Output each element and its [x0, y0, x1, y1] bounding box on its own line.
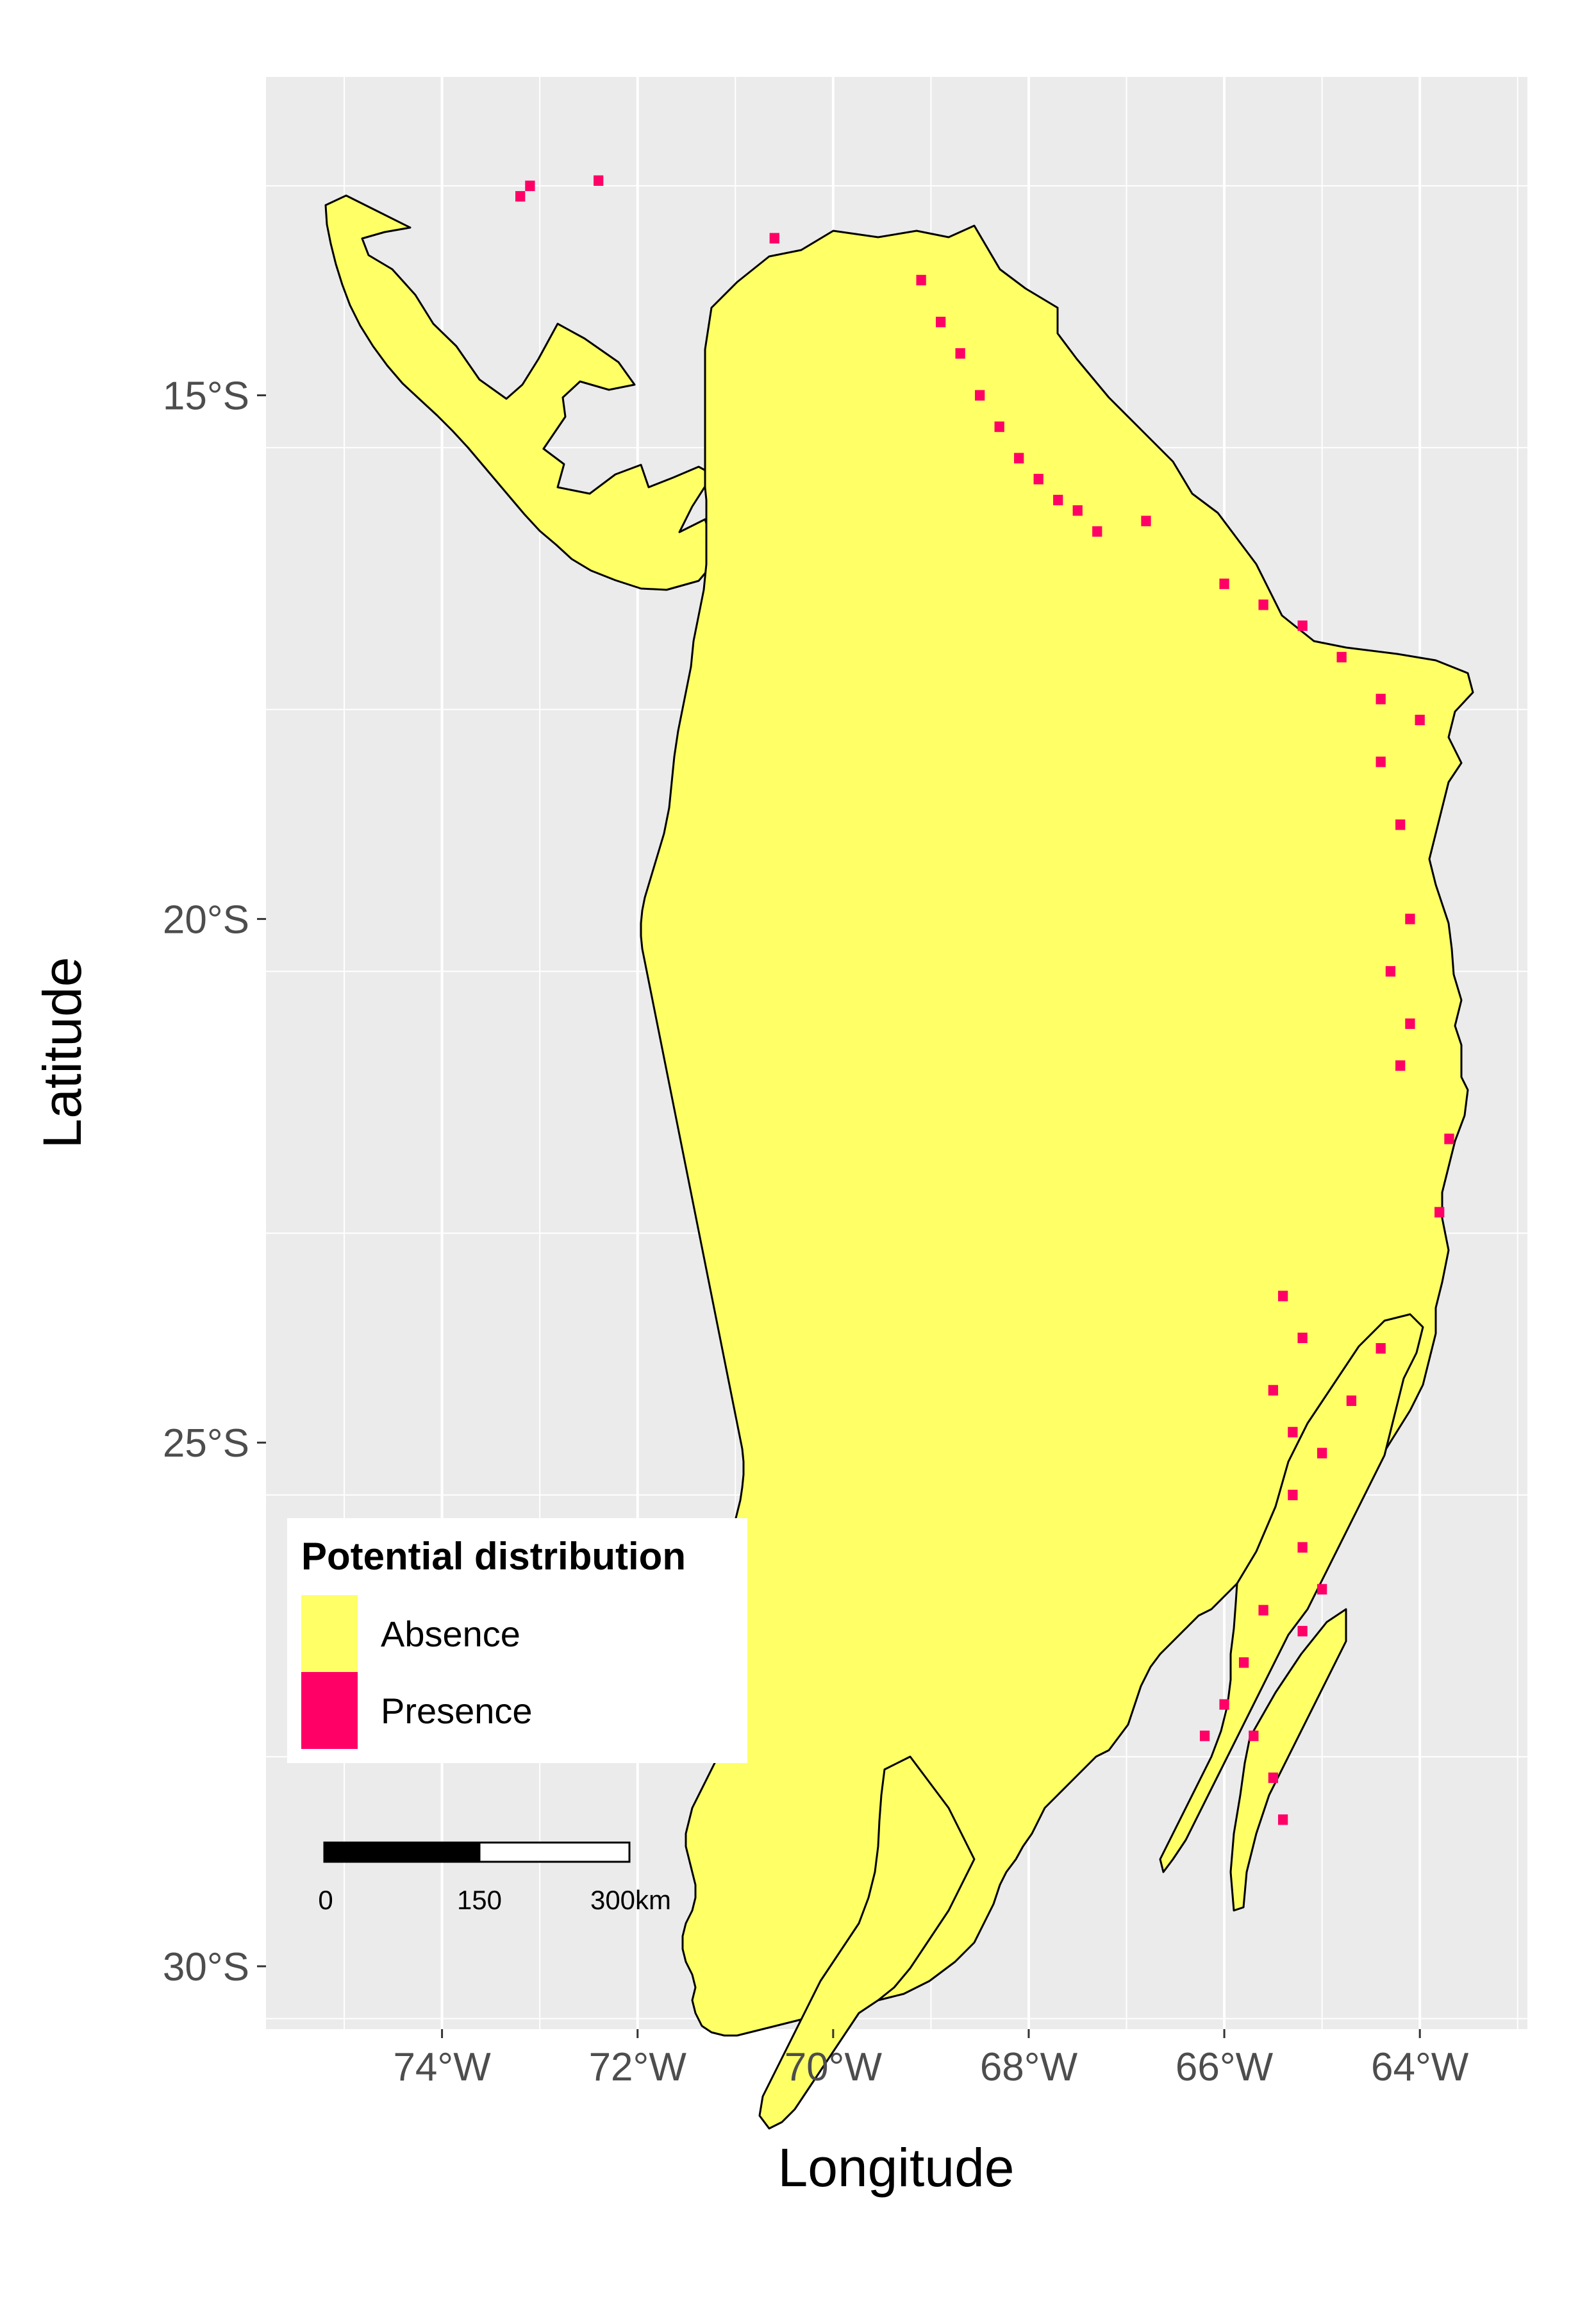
presence-cell — [515, 191, 526, 202]
presence-cell — [1277, 1291, 1288, 1301]
presence-cell — [1258, 1605, 1268, 1616]
presence-cells — [515, 175, 1454, 1825]
legend-swatch-presence — [301, 1672, 358, 1749]
presence-cell — [1258, 599, 1268, 610]
presence-cell — [1288, 1489, 1298, 1501]
presence-cell — [955, 348, 965, 359]
y-tick-label: 25°S — [163, 1421, 249, 1466]
presence-cell — [1249, 1730, 1259, 1741]
presence-cell — [1317, 1584, 1327, 1595]
presence-cell — [1405, 914, 1415, 924]
region-southeast-lobe — [1159, 1313, 1424, 1873]
presence-cell — [1297, 1542, 1308, 1553]
presence-cell — [1238, 1657, 1249, 1668]
presence-cell — [1199, 1730, 1210, 1741]
x-tick-label: 68°W — [980, 2045, 1078, 2089]
x-tick-label: 70°W — [785, 2045, 883, 2089]
presence-cell — [1072, 505, 1083, 516]
presence-cell — [1268, 1385, 1278, 1396]
presence-cell — [769, 233, 779, 244]
presence-cell — [1376, 757, 1386, 767]
legend-label-absence: Absence — [381, 1614, 520, 1654]
scale-label-150: 150 — [457, 1885, 502, 1915]
presence-cell — [1376, 694, 1386, 705]
presence-cell — [1219, 1699, 1229, 1710]
y-axis: 15°S 20°S 25°S 30°S — [163, 374, 266, 1989]
scale-bar-black-segment — [323, 1841, 481, 1863]
study-region — [324, 194, 1474, 2130]
presence-cell — [1092, 526, 1102, 537]
presence-cell — [525, 180, 535, 192]
legend-background — [287, 1518, 747, 1763]
scale-bar-white-segment — [478, 1841, 631, 1863]
legend-title: Potential distribution — [301, 1535, 686, 1578]
x-tick-label: 72°W — [589, 2045, 687, 2089]
presence-cell — [1297, 620, 1308, 631]
scale-label-300: 300km — [590, 1885, 671, 1915]
legend: Potential distribution Absence Presence — [287, 1518, 747, 1763]
presence-cell — [1395, 1060, 1406, 1071]
presence-cell — [1346, 1395, 1357, 1407]
scale-label-0: 0 — [318, 1885, 333, 1915]
presence-cell — [1277, 1814, 1288, 1825]
region-southern-tongue — [758, 1755, 976, 2130]
presence-cell — [1219, 578, 1229, 589]
y-tick-label: 20°S — [163, 898, 249, 942]
presence-cell — [1415, 714, 1425, 726]
presence-cell — [994, 421, 1004, 432]
presence-cell — [1297, 1332, 1308, 1344]
presence-cell — [1141, 515, 1151, 526]
presence-cell — [975, 390, 985, 401]
x-tick-label: 64°W — [1371, 2045, 1469, 2089]
presence-cell — [1268, 1772, 1278, 1784]
y-axis-title: Latitude — [32, 957, 92, 1149]
presence-cell — [1014, 453, 1024, 464]
x-tick-label: 74°W — [393, 2045, 491, 2089]
presence-cell — [594, 175, 604, 186]
scale-bar: 0 150 300km — [318, 1841, 671, 1915]
region-southeast-finger — [1229, 1608, 1347, 1912]
presence-cell — [936, 317, 946, 328]
presence-cell — [1405, 1018, 1415, 1029]
legend-swatch-absence — [301, 1595, 358, 1672]
presence-cell — [1444, 1133, 1454, 1144]
y-tick-label: 15°S — [163, 374, 249, 419]
presence-cell — [1317, 1448, 1327, 1459]
presence-cell — [1395, 819, 1406, 830]
presence-cell — [1336, 651, 1347, 663]
legend-label-presence: Presence — [381, 1691, 533, 1731]
presence-cell — [1053, 494, 1063, 506]
presence-cell — [1434, 1207, 1445, 1217]
presence-cell — [916, 274, 926, 286]
x-axis: 74°W 72°W 70°W 68°W 66°W 64°W — [393, 2029, 1469, 2089]
x-tick-label: 66°W — [1176, 2045, 1274, 2089]
presence-cell — [1376, 1343, 1386, 1354]
x-axis-title: Longitude — [777, 2137, 1014, 2198]
presence-cell — [1385, 966, 1396, 977]
presence-cell — [1297, 1626, 1308, 1637]
region-main-body — [640, 224, 1474, 2037]
presence-cell — [1288, 1426, 1298, 1438]
presence-cell — [1033, 474, 1043, 485]
y-tick-label: 30°S — [163, 1945, 249, 1989]
